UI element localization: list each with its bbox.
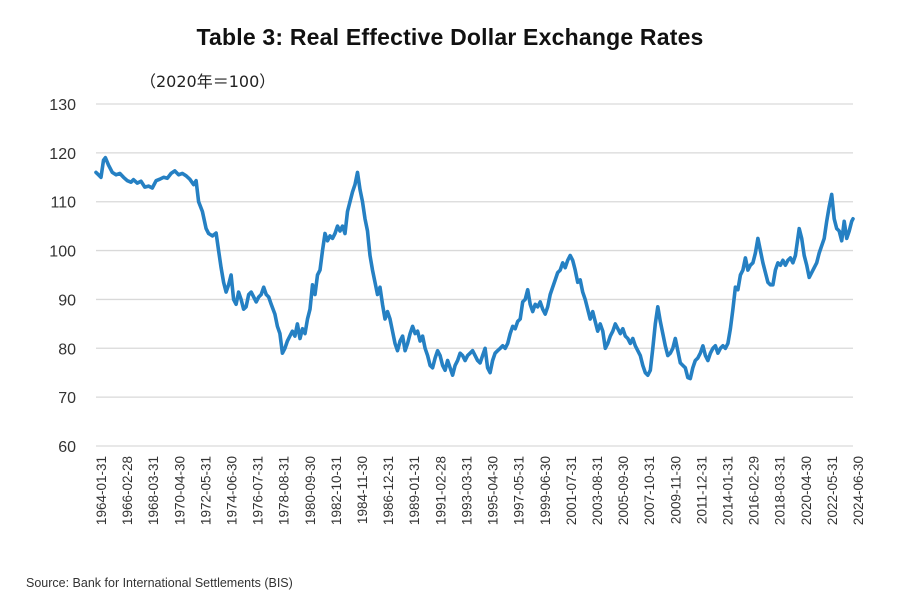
x-tick-label: 1997-05-31 (512, 456, 527, 525)
x-tick-label: 1982-10-31 (329, 456, 344, 525)
x-tick-label: 2020-04-30 (799, 456, 814, 525)
y-tick-label: 90 (58, 292, 76, 309)
y-tick-label: 120 (49, 146, 76, 163)
unit-label: （2020年＝100） (140, 72, 276, 91)
y-tick-label: 60 (58, 439, 76, 456)
x-tick-label: 1986-12-31 (381, 456, 396, 525)
series-layer (94, 155, 855, 381)
x-tick-label: 2005-09-30 (616, 456, 631, 525)
x-tick-label: 1999-06-30 (538, 456, 553, 525)
y-tick-label: 70 (58, 390, 76, 407)
x-tick-label: 1995-04-30 (486, 456, 501, 525)
x-tick-label: 2022-05-31 (825, 456, 840, 525)
x-tick-label: 1984-11-30 (355, 456, 370, 524)
x-tick-label: 1993-03-31 (459, 456, 474, 525)
x-tick-label: 1972-05-31 (198, 456, 213, 525)
y-tick-label: 110 (50, 195, 76, 212)
x-tick-label: 2007-10-31 (642, 456, 657, 525)
x-tick-label: 1978-08-31 (277, 456, 292, 525)
x-tick-label: 1974-06-30 (225, 456, 240, 525)
series-line (94, 155, 855, 381)
chart-title: Table 3: Real Effective Dollar Exchange … (196, 24, 704, 50)
x-tick-label: 1976-07-31 (251, 456, 266, 525)
x-axis-tick-labels: 1964-01-31 1966-02-28 1968-03-31 1970-04-30… (94, 456, 866, 525)
x-tick-label: 2016-02-29 (747, 456, 762, 525)
gridlines (96, 103, 853, 447)
x-tick-label: 2018-03-31 (773, 456, 788, 525)
x-tick-label: 1991-02-28 (433, 456, 448, 525)
y-axis-tick-labels: 60 70 80 90 100 110 120 130 (49, 97, 76, 456)
y-tick-label: 100 (49, 244, 76, 261)
x-tick-label: 1968-03-31 (146, 456, 161, 525)
x-tick-label: 2011-12-31 (694, 456, 709, 524)
x-tick-label: 2001-07-31 (564, 456, 579, 525)
source-note: Source: Bank for International Settlemen… (26, 576, 293, 590)
x-tick-label: 1980-09-30 (303, 456, 318, 525)
x-tick-label: 1989-01-31 (407, 456, 422, 525)
x-tick-label: 2014-01-31 (720, 456, 735, 525)
x-tick-label: 2009-11-30 (668, 456, 683, 524)
x-tick-label: 1970-04-30 (172, 456, 187, 525)
x-tick-label: 2024-06-30 (851, 456, 866, 525)
x-tick-label: 1966-02-28 (120, 456, 135, 525)
y-tick-label: 130 (49, 97, 76, 114)
x-tick-label: 2003-08-31 (590, 456, 605, 525)
x-tick-label: 1964-01-31 (94, 456, 109, 525)
y-tick-label: 80 (58, 341, 76, 358)
